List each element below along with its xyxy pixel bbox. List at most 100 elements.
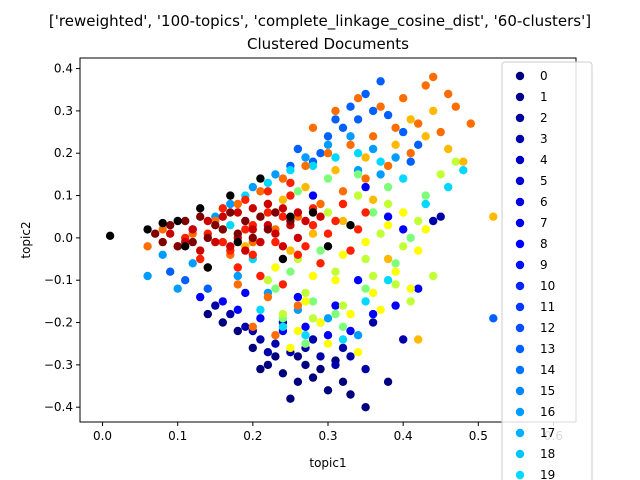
data-point: [353, 191, 363, 200]
data-point: [173, 216, 182, 226]
legend-marker: [515, 134, 525, 144]
data-point: [444, 89, 453, 99]
data-point: [361, 284, 370, 293]
data-point: [271, 208, 280, 217]
data-point: [368, 309, 378, 319]
data-point: [316, 212, 325, 221]
data-point: [263, 199, 273, 209]
data-point: [414, 140, 423, 149]
data-point: [361, 364, 370, 374]
data-point: [218, 318, 227, 327]
data-point: [293, 250, 303, 259]
data-point: [263, 208, 273, 217]
data-point: [451, 102, 460, 111]
data-point: [233, 326, 242, 336]
data-point: [308, 335, 318, 344]
data-point: [316, 199, 325, 209]
data-point: [361, 237, 370, 247]
data-point: [278, 254, 288, 264]
data-point: [233, 208, 242, 217]
data-point: [256, 212, 265, 221]
data-point: [256, 271, 265, 281]
chart-title-line2: Clustered Documents: [247, 35, 409, 53]
data-point: [368, 288, 378, 298]
data-point: [308, 314, 318, 323]
data-point: [203, 216, 212, 226]
data-point: [399, 127, 408, 137]
x-axis-ticks: 0.00.10.20.30.40.50.6: [93, 422, 563, 443]
data-point: [263, 178, 273, 188]
legend-marker: [515, 470, 525, 480]
data-point: [256, 174, 265, 183]
data-point: [361, 254, 370, 264]
legend-marker: [515, 155, 525, 165]
legend-marker: [515, 365, 525, 375]
data-point: [248, 204, 257, 213]
data-point: [399, 208, 408, 217]
data-point: [399, 174, 408, 183]
data-point: [489, 314, 498, 323]
data-point: [338, 335, 348, 344]
data-point: [271, 331, 280, 340]
data-point: [293, 187, 303, 196]
data-point: [286, 166, 295, 175]
data-point: [391, 123, 400, 132]
data-point: [226, 199, 235, 209]
legend-label: 2: [540, 111, 548, 125]
legend-label: 5: [540, 174, 548, 188]
data-point: [286, 212, 295, 221]
data-point: [196, 204, 205, 213]
data-point: [338, 123, 348, 132]
data-point: [368, 106, 378, 116]
data-point: [323, 242, 333, 251]
chart-title-line1: ['reweighted', '100-topics', 'complete_l…: [49, 12, 591, 31]
data-point: [368, 318, 378, 327]
data-point: [451, 157, 460, 166]
legend-marker: [515, 113, 525, 123]
data-point: [256, 305, 265, 314]
legend-label: 17: [540, 426, 555, 440]
data-point: [391, 140, 400, 149]
data-point: [459, 157, 468, 166]
data-point: [353, 115, 363, 124]
data-point: [271, 170, 280, 179]
legend-marker: [515, 428, 525, 438]
data-point: [338, 199, 348, 209]
data-point: [226, 191, 235, 200]
data-point: [248, 182, 257, 192]
legend-label: 3: [540, 132, 548, 146]
data-point: [293, 292, 303, 302]
data-point: [211, 221, 220, 230]
data-point: [218, 225, 227, 234]
data-point: [368, 195, 378, 204]
data-point: [353, 170, 363, 179]
data-point: [188, 237, 197, 247]
data-point: [338, 301, 348, 310]
data-point: [346, 221, 355, 230]
legend-label: 19: [540, 468, 555, 480]
data-point: [271, 284, 280, 293]
data-point: [353, 225, 363, 234]
data-point: [316, 259, 325, 268]
data-point: [173, 242, 182, 251]
data-point: [353, 94, 363, 103]
data-point: [248, 322, 257, 331]
data-point: [331, 115, 340, 124]
data-point: [286, 394, 295, 403]
legend-marker: [515, 407, 525, 417]
data-point: [391, 259, 400, 268]
legend-label: 8: [540, 237, 548, 251]
data-point: [166, 221, 175, 230]
data-point: [226, 242, 235, 251]
y-tick-label: −0.3: [44, 358, 73, 372]
data-point: [256, 187, 265, 196]
data-point: [323, 174, 333, 183]
data-point: [293, 301, 303, 310]
data-point: [346, 132, 355, 141]
y-tick-label: −0.4: [44, 400, 73, 414]
data-point: [263, 360, 273, 370]
data-point: [173, 284, 182, 293]
data-point: [346, 390, 355, 399]
data-point: [353, 276, 363, 285]
